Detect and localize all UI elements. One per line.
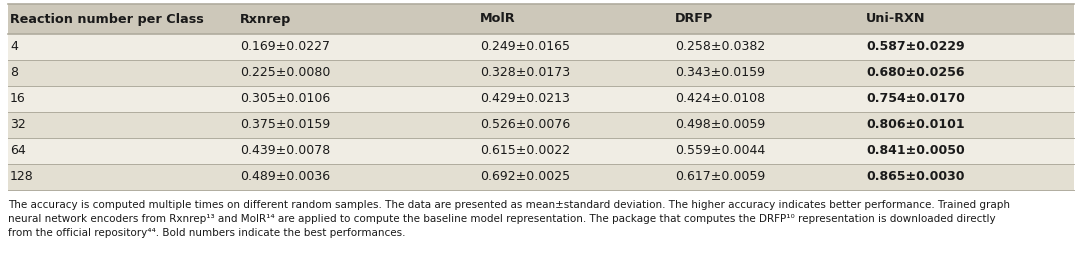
- Text: 0.559±0.0044: 0.559±0.0044: [675, 144, 766, 157]
- Bar: [8, 60, 1074, 86]
- Text: 0.343±0.0159: 0.343±0.0159: [675, 66, 765, 80]
- Text: 0.225±0.0080: 0.225±0.0080: [240, 66, 330, 80]
- Text: 0.169±0.0227: 0.169±0.0227: [240, 40, 330, 53]
- Text: 0.806±0.0101: 0.806±0.0101: [866, 118, 964, 131]
- Text: 0.258±0.0382: 0.258±0.0382: [675, 40, 766, 53]
- Text: 0.841±0.0050: 0.841±0.0050: [866, 144, 964, 157]
- Text: 64: 64: [10, 144, 26, 157]
- Text: 0.754±0.0170: 0.754±0.0170: [866, 93, 964, 106]
- Text: 0.526±0.0076: 0.526±0.0076: [480, 118, 570, 131]
- Text: 0.680±0.0256: 0.680±0.0256: [866, 66, 964, 80]
- Text: 0.615±0.0022: 0.615±0.0022: [480, 144, 570, 157]
- Text: 0.439±0.0078: 0.439±0.0078: [240, 144, 330, 157]
- Text: 0.692±0.0025: 0.692±0.0025: [480, 171, 570, 184]
- Bar: [8, 112, 1074, 138]
- Text: 0.429±0.0213: 0.429±0.0213: [480, 93, 570, 106]
- Bar: [8, 34, 1074, 60]
- Text: 0.249±0.0165: 0.249±0.0165: [480, 40, 570, 53]
- Text: 8: 8: [10, 66, 18, 80]
- Text: The accuracy is computed multiple times on different random samples. The data ar: The accuracy is computed multiple times …: [8, 200, 1010, 210]
- Text: neural network encoders from Rxnrep¹³ and MolR¹⁴ are applied to compute the base: neural network encoders from Rxnrep¹³ an…: [8, 214, 996, 224]
- Text: 0.498±0.0059: 0.498±0.0059: [675, 118, 766, 131]
- Text: 32: 32: [10, 118, 26, 131]
- Text: Reaction number per Class: Reaction number per Class: [10, 13, 204, 26]
- Text: 128: 128: [10, 171, 33, 184]
- Text: from the official repository⁴⁴. Bold numbers indicate the best performances.: from the official repository⁴⁴. Bold num…: [8, 228, 405, 238]
- Text: MolR: MolR: [480, 13, 515, 26]
- Text: 0.305±0.0106: 0.305±0.0106: [240, 93, 330, 106]
- Text: 0.424±0.0108: 0.424±0.0108: [675, 93, 765, 106]
- Bar: [8, 86, 1074, 112]
- Text: 0.489±0.0036: 0.489±0.0036: [240, 171, 330, 184]
- Text: 0.328±0.0173: 0.328±0.0173: [480, 66, 570, 80]
- Text: 16: 16: [10, 93, 26, 106]
- Text: 0.375±0.0159: 0.375±0.0159: [240, 118, 330, 131]
- Text: Rxnrep: Rxnrep: [240, 13, 292, 26]
- Bar: [8, 164, 1074, 190]
- Text: 0.865±0.0030: 0.865±0.0030: [866, 171, 964, 184]
- Text: 0.617±0.0059: 0.617±0.0059: [675, 171, 766, 184]
- Text: 4: 4: [10, 40, 18, 53]
- Bar: [8, 138, 1074, 164]
- Bar: [8, 4, 1074, 34]
- Text: Uni-RXN: Uni-RXN: [866, 13, 926, 26]
- Text: 0.587±0.0229: 0.587±0.0229: [866, 40, 964, 53]
- Text: DRFP: DRFP: [675, 13, 713, 26]
